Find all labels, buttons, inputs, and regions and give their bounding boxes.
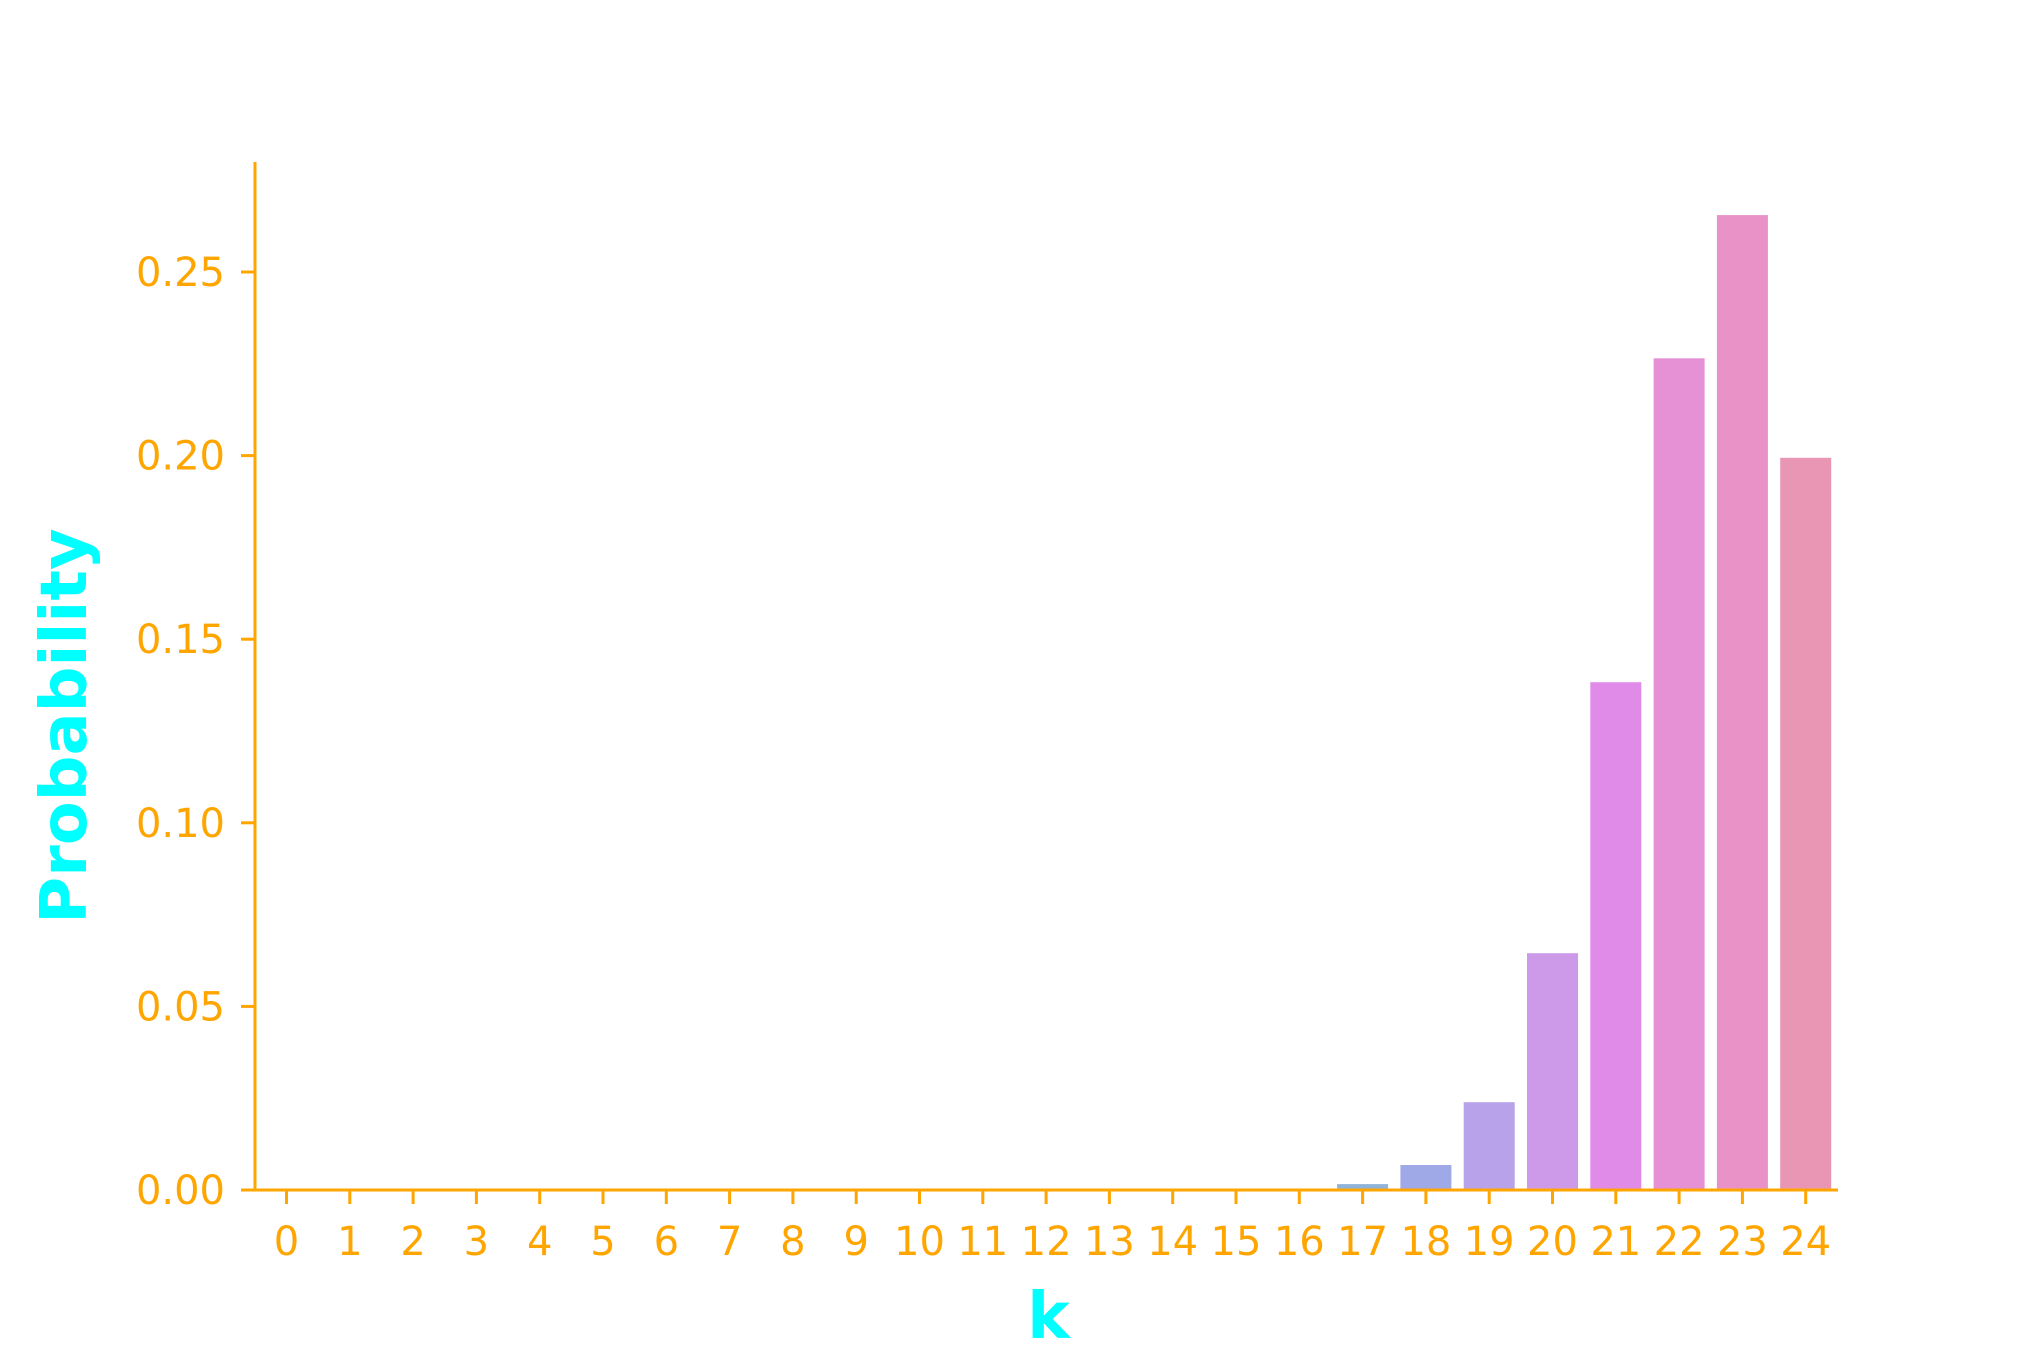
- x-tick-label: 12: [1021, 1219, 1072, 1265]
- x-tick-label: 24: [1780, 1219, 1831, 1265]
- y-tick-label: 0.05: [136, 984, 225, 1030]
- x-tick-label: 0: [274, 1219, 299, 1265]
- x-tick-label: 16: [1274, 1219, 1325, 1265]
- x-tick-label: 8: [780, 1219, 805, 1265]
- y-tick-label: 0.15: [136, 617, 225, 663]
- x-tick-label: 23: [1717, 1219, 1768, 1265]
- bar-k-19: [1463, 1102, 1515, 1190]
- x-tick-label: 22: [1654, 1219, 1705, 1265]
- bar-k-20: [1527, 953, 1578, 1190]
- bar-k-24: [1780, 457, 1832, 1190]
- x-tick-label: 7: [717, 1219, 742, 1265]
- x-tick-label: 11: [957, 1219, 1008, 1265]
- y-axis-label: Probability: [28, 528, 102, 923]
- x-tick-label: 19: [1464, 1219, 1515, 1265]
- bars-group: [1273, 215, 1832, 1191]
- bar-k-18: [1400, 1165, 1452, 1190]
- x-tick-label: 20: [1527, 1219, 1578, 1265]
- bar-k-22: [1653, 358, 1705, 1190]
- bar-k-23: [1716, 215, 1768, 1191]
- bar-k-21: [1590, 682, 1642, 1190]
- x-tick-label: 14: [1147, 1219, 1198, 1265]
- x-axis-ticks: 0 1 2 3 4 5 6 7 8 9 10 11 12 13 14 15 16 17 18 19 20 21 22 23 24: [274, 1190, 1831, 1265]
- x-tick-label: 3: [464, 1219, 489, 1265]
- x-tick-label: 17: [1337, 1219, 1388, 1265]
- x-tick-label: 5: [590, 1219, 615, 1265]
- x-axis-label: k: [1027, 1280, 1071, 1350]
- x-tick-label: 4: [527, 1219, 552, 1265]
- x-tick-label: 10: [894, 1219, 945, 1265]
- x-tick-label: 2: [400, 1219, 425, 1265]
- x-tick-label: 18: [1400, 1219, 1451, 1265]
- x-tick-label: 1: [337, 1219, 362, 1265]
- y-tick-label: 0.00: [136, 1168, 225, 1214]
- y-tick-label: 0.25: [136, 250, 225, 296]
- y-tick-label: 0.20: [136, 434, 225, 480]
- x-tick-label: 21: [1590, 1219, 1641, 1265]
- x-tick-label: 15: [1211, 1219, 1262, 1265]
- y-tick-label: 0.10: [136, 801, 225, 847]
- bar-k-17: [1337, 1184, 1389, 1190]
- x-tick-label: 13: [1084, 1219, 1135, 1265]
- y-axis-ticks: 0.00 0.05 0.10 0.15 0.20 0.25: [136, 250, 255, 1214]
- x-tick-label: 6: [654, 1219, 679, 1265]
- x-tick-label: 9: [843, 1219, 868, 1265]
